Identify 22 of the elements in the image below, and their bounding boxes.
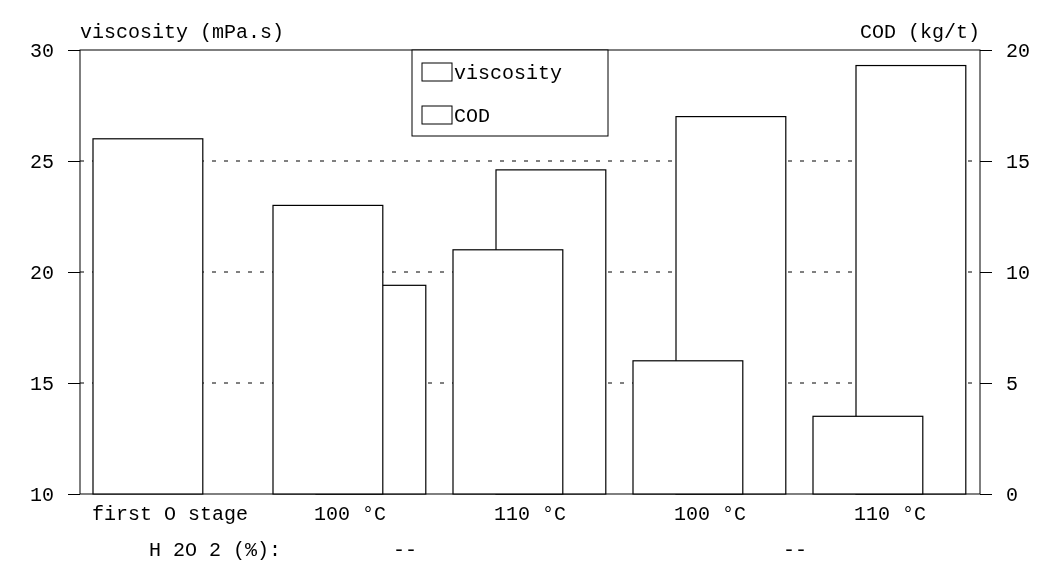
- y-tick-label: 30: [29, 39, 54, 63]
- x-tick-label: 110 °C: [853, 503, 927, 527]
- y2-tick-label: 15: [1006, 150, 1031, 174]
- y-axis-title: viscosity (mPa.s): [80, 21, 285, 44]
- legend-label: COD: [454, 105, 491, 128]
- x-tick-label: 110 °C: [493, 503, 567, 527]
- x-tick-label: first O stage: [91, 503, 249, 527]
- y2-axis-title: COD (kg/t): [859, 21, 980, 44]
- y2-tick-label: 10: [1006, 261, 1031, 285]
- legend-label: viscosity: [454, 62, 563, 85]
- y-tick-label: 25: [29, 150, 54, 174]
- y-tick-label: 20: [29, 261, 54, 285]
- text: H 2O 2 (%):: [148, 539, 282, 562]
- y-tick-label: 10: [29, 483, 54, 507]
- y2-tick-label: 5: [1006, 372, 1019, 396]
- y-tick-label: 15: [29, 372, 54, 396]
- text: --: [392, 539, 418, 562]
- y2-tick-label: 0: [1006, 483, 1019, 507]
- text: --: [782, 539, 808, 562]
- x-tick-label: 100 °C: [673, 503, 747, 527]
- x-tick-label: 100 °C: [313, 503, 387, 527]
- y2-tick-label: 20: [1006, 39, 1031, 63]
